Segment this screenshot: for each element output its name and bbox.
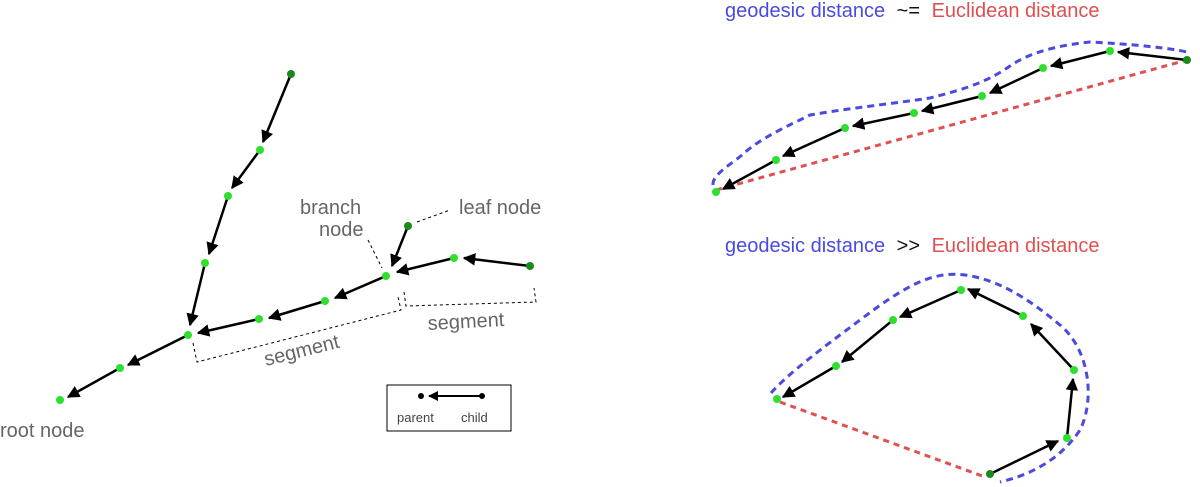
edge <box>989 439 1060 476</box>
edge <box>781 364 837 399</box>
root-node-label: root node <box>0 420 85 442</box>
root-node <box>56 396 64 404</box>
node <box>910 109 918 117</box>
node <box>255 315 263 323</box>
bottom-caption-geodesic: geodesic distance <box>725 235 885 257</box>
top-caption-euclidean: Euclidean distance <box>932 0 1100 22</box>
legend-child-dot <box>479 393 485 399</box>
edge <box>1116 47 1188 62</box>
edge <box>920 94 983 115</box>
node <box>772 156 780 164</box>
node <box>986 470 994 478</box>
segment-label-1: segment <box>262 331 342 371</box>
edge <box>781 126 846 158</box>
edge <box>988 66 1044 95</box>
node <box>889 316 897 324</box>
node <box>201 259 209 267</box>
edge <box>333 274 387 300</box>
legend-box <box>386 384 512 432</box>
edge <box>841 319 894 363</box>
node <box>287 70 295 78</box>
node <box>978 92 986 100</box>
edge <box>267 299 326 321</box>
node <box>321 297 329 305</box>
node <box>224 192 232 200</box>
edge <box>196 317 260 337</box>
node <box>1183 56 1191 64</box>
edge <box>186 262 207 327</box>
segment-bracket-2 <box>403 287 537 307</box>
bottom-edges <box>781 287 1079 476</box>
node <box>841 124 849 132</box>
edge <box>1065 377 1079 439</box>
bottom-caption: geodesic distance >> Euclidean distance <box>725 235 1099 257</box>
edge <box>230 149 262 190</box>
top-caption: geodesic distance ~= Euclidean distance <box>725 0 1099 22</box>
node <box>1019 312 1027 320</box>
branch-node-label-line2: node <box>319 219 364 241</box>
tree-edges <box>66 73 531 399</box>
node <box>526 262 534 270</box>
branch-node <box>382 272 390 280</box>
node <box>1106 47 1114 55</box>
node <box>1070 366 1078 374</box>
edge <box>126 333 189 367</box>
legend: parent child <box>386 384 512 432</box>
legend-parent-dot <box>418 393 424 399</box>
top-euclidean-line <box>715 58 1188 192</box>
branch-node-label-line1: branch <box>300 197 361 219</box>
leaf-node <box>404 222 412 230</box>
segment-bracket-1 <box>192 296 402 363</box>
branch-leader <box>367 239 383 269</box>
edge <box>1030 323 1075 371</box>
edge <box>966 287 1024 318</box>
edge <box>462 253 531 268</box>
node <box>712 188 720 196</box>
node <box>1063 434 1071 442</box>
legend-parent-label: parent <box>397 410 434 425</box>
edge <box>395 256 455 276</box>
edge <box>261 73 293 144</box>
edge <box>1049 49 1111 70</box>
leaf-leader <box>416 209 451 223</box>
node <box>450 254 458 262</box>
bottom-caption-euclidean: Euclidean distance <box>932 235 1100 257</box>
node <box>957 286 965 294</box>
bottom-geodesic-path <box>769 272 1090 484</box>
bottom-euclidean-line <box>779 400 986 479</box>
leaf-node-label: leaf node <box>459 197 541 219</box>
legend-child-label: child <box>461 410 488 425</box>
top-caption-operator: ~= <box>897 0 920 22</box>
node <box>1039 64 1047 72</box>
bottom-caption-operator: >> <box>897 235 920 257</box>
bottom-nodes <box>773 286 1078 478</box>
edge <box>898 288 962 319</box>
tree-nodes <box>56 70 534 404</box>
edge <box>851 111 915 130</box>
node <box>116 364 124 372</box>
top-caption-geodesic: geodesic distance <box>725 0 885 22</box>
top-edges <box>721 47 1188 191</box>
edge <box>66 366 121 399</box>
node <box>256 146 264 154</box>
edge <box>721 158 777 191</box>
segment-label-2: segment <box>427 309 505 335</box>
node <box>184 331 192 339</box>
node <box>773 395 781 403</box>
node <box>832 362 840 370</box>
top-nodes <box>712 47 1191 196</box>
edge <box>390 225 410 268</box>
edge <box>206 195 230 256</box>
top-geodesic-path <box>711 40 1188 186</box>
